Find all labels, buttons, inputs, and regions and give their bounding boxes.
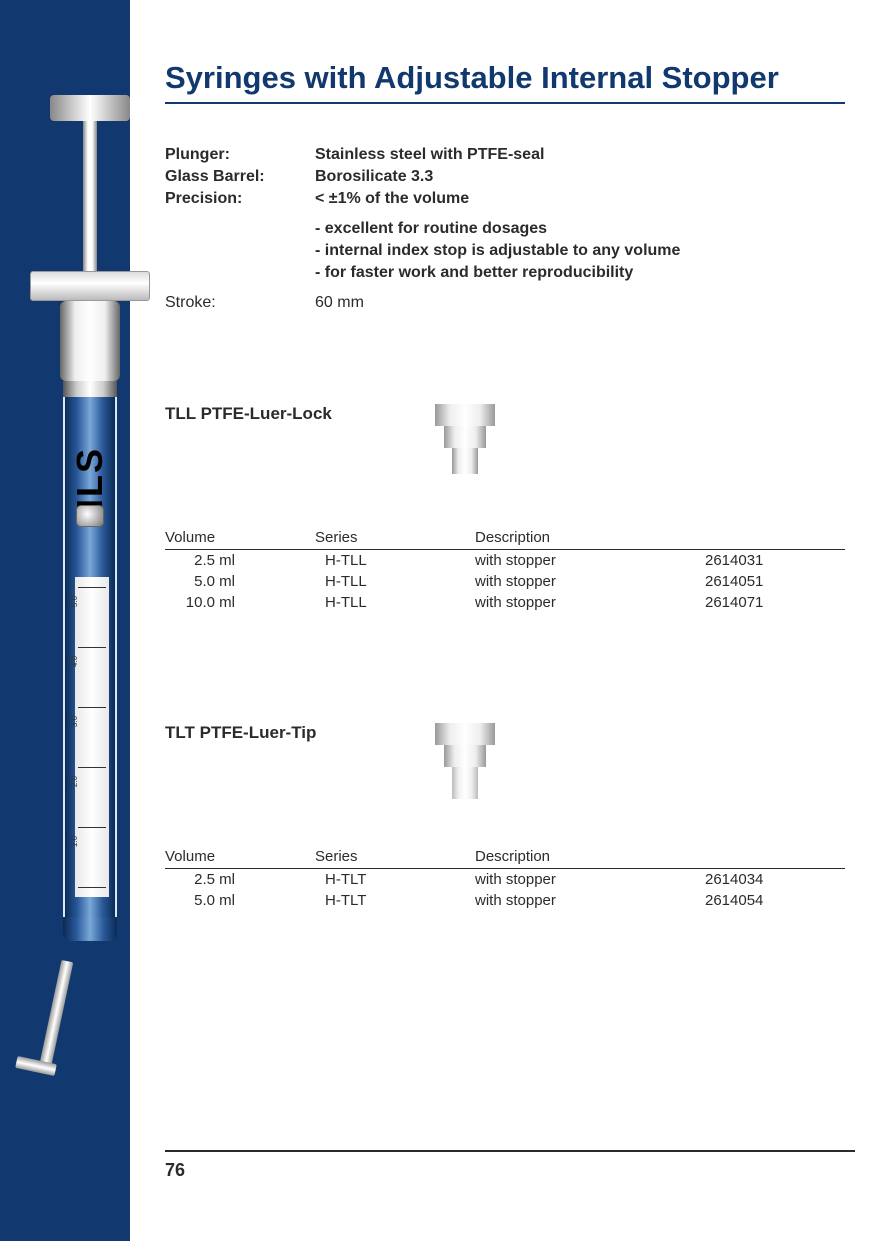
cell-code: 2614034 [705, 869, 825, 890]
col-header-description: Description [475, 848, 705, 865]
section-tlt: TLT PTFE-Luer-Tip Volume Series Descript… [165, 723, 845, 911]
main-content: Syringes with Adjustable Internal Stoppe… [165, 60, 845, 1021]
cell-series: H-TLL [315, 592, 475, 613]
table-tlt-body: 2.5 mlH-TLTwith stopper26140345.0 mlH-TL… [165, 869, 845, 911]
spec-bullet: - for faster work and better reproducibi… [315, 262, 845, 284]
section-tlt-title: TLT PTFE-Luer-Tip [165, 723, 415, 743]
page-title: Syringes with Adjustable Internal Stoppe… [165, 60, 845, 104]
col-header-volume: Volume [165, 529, 315, 546]
table-row: 10.0 mlH-TLLwith stopper2614071 [165, 592, 845, 613]
col-header-series: Series [315, 529, 475, 546]
cell-code: 2614054 [705, 890, 825, 911]
spec-label-plunger: Plunger: [165, 144, 315, 166]
section-tll: TLL PTFE-Luer-Lock Volume Series Descrip… [165, 404, 845, 613]
table-row: 2.5 mlH-TLLwith stopper2614031 [165, 550, 845, 571]
cell-volume: 2.5 ml [165, 869, 315, 890]
spec-bullet: - internal index stop is adjustable to a… [315, 240, 845, 262]
col-header-volume: Volume [165, 848, 315, 865]
footer-rule [165, 1150, 855, 1152]
col-header-series: Series [315, 848, 475, 865]
table-header-row: Volume Series Description [165, 848, 845, 869]
barrel-glass: ILS 5.0 4.0 3.0 2.0 1.0 [63, 397, 117, 917]
cell-code: 2614031 [705, 550, 825, 571]
spec-value-glass: Borosilicate 3.3 [315, 166, 433, 188]
table-tll-body: 2.5 mlH-TLLwith stopper26140315.0 mlH-TL… [165, 550, 845, 613]
table-row: 5.0 mlH-TLLwith stopper2614051 [165, 571, 845, 592]
luer-tip-illustration [415, 723, 515, 808]
spec-value-stroke: 60 mm [315, 292, 364, 314]
cell-series: H-TLL [315, 571, 475, 592]
table-tlt: Volume Series Description 2.5 mlH-TLTwit… [165, 848, 845, 911]
spec-value-precision: < ±1% of the volume [315, 188, 469, 210]
plunger-top [50, 95, 130, 121]
cell-series: H-TLT [315, 869, 475, 890]
stopper-knob [76, 505, 104, 527]
col-header-description: Description [475, 529, 705, 546]
cell-description: with stopper [475, 592, 705, 613]
syringe-brand-label: ILS [69, 447, 111, 509]
table-row: 2.5 mlH-TLTwith stopper2614034 [165, 869, 845, 890]
spec-label-glass: Glass Barrel: [165, 166, 315, 188]
table-header-row: Volume Series Description [165, 529, 845, 550]
allen-key-illustration [10, 960, 80, 1080]
plunger-shaft [83, 121, 97, 271]
cell-code: 2614071 [705, 592, 825, 613]
spec-value-plunger: Stainless steel with PTFE-seal [315, 144, 544, 166]
section-tll-title: TLL PTFE-Luer-Lock [165, 404, 415, 424]
cell-series: H-TLL [315, 550, 475, 571]
cell-volume: 10.0 ml [165, 592, 315, 613]
syringe-flange [30, 271, 150, 301]
cell-description: with stopper [475, 890, 705, 911]
cell-volume: 2.5 ml [165, 550, 315, 571]
sidebar: H-TLL with Stopper ILS 5.0 4.0 3.0 2.0 1… [0, 0, 130, 1241]
spec-label-stroke: Stroke: [165, 292, 315, 314]
spec-bullets: - excellent for routine dosages - intern… [315, 218, 845, 284]
cell-description: with stopper [475, 869, 705, 890]
barrel-head [60, 301, 120, 381]
table-tll: Volume Series Description 2.5 mlH-TLLwit… [165, 529, 845, 613]
page-number: 76 [165, 1160, 185, 1181]
barrel-neck [63, 381, 117, 397]
syringe-illustration: ILS 5.0 4.0 3.0 2.0 1.0 [45, 95, 135, 1095]
cell-description: with stopper [475, 571, 705, 592]
graduation-strip: 5.0 4.0 3.0 2.0 1.0 [75, 577, 109, 897]
luer-lock-illustration [415, 404, 515, 489]
spec-label-precision: Precision: [165, 188, 315, 210]
col-header-code [705, 848, 825, 865]
cell-description: with stopper [475, 550, 705, 571]
col-header-code [705, 529, 825, 546]
specs-block: Plunger: Stainless steel with PTFE-seal … [165, 144, 845, 314]
table-row: 5.0 mlH-TLTwith stopper2614054 [165, 890, 845, 911]
cell-series: H-TLT [315, 890, 475, 911]
spec-bullet: - excellent for routine dosages [315, 218, 845, 240]
cell-volume: 5.0 ml [165, 571, 315, 592]
barrel-foot [63, 917, 117, 941]
cell-code: 2614051 [705, 571, 825, 592]
cell-volume: 5.0 ml [165, 890, 315, 911]
